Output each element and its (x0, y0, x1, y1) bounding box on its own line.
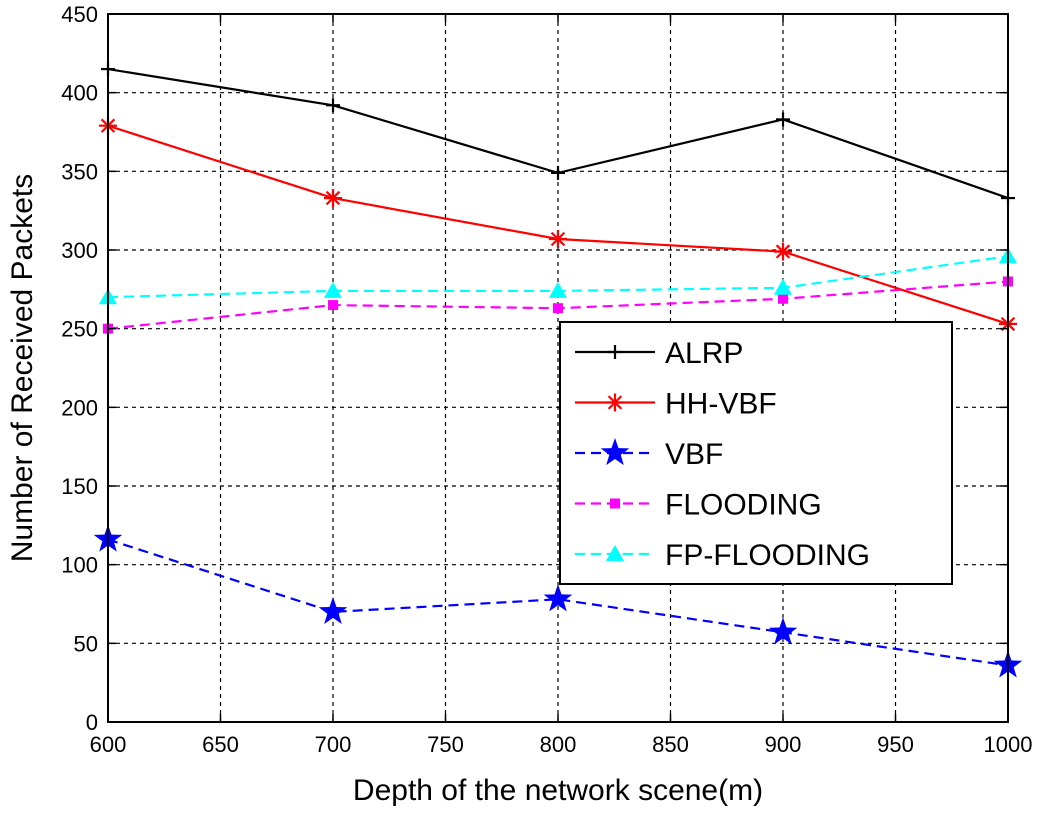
x-tick-label: 850 (652, 732, 689, 757)
marker-stroke (775, 244, 791, 259)
y-tick-label: 400 (61, 81, 98, 106)
legend-item: FP-FLOODING (575, 539, 870, 572)
legend-label: FLOODING (665, 489, 822, 522)
legend-marker (600, 438, 630, 466)
data-point (774, 242, 792, 261)
data-point (324, 281, 342, 298)
data-point (328, 300, 338, 311)
data-point (551, 165, 565, 180)
legend-item: VBF (575, 438, 723, 471)
marker-stroke (550, 231, 566, 247)
data-point (543, 584, 573, 612)
x-tick-label: 800 (540, 732, 577, 757)
data-point (778, 293, 788, 304)
data-point (553, 303, 563, 314)
x-tick-label: 750 (427, 732, 464, 757)
x-tick-label: 650 (202, 732, 239, 757)
y-tick-label: 100 (61, 553, 98, 578)
data-point (768, 617, 798, 645)
legend-marker (606, 545, 624, 561)
x-tick-label: 950 (877, 732, 914, 757)
y-axis-label: Number of Received Packets (6, 174, 39, 563)
x-tick-label: 1000 (984, 732, 1033, 757)
y-tick-label: 250 (61, 317, 98, 342)
legend: ALRP HH-VBF VBF FLOODING FP-FLOODING (559, 321, 953, 585)
y-tick-label: 150 (61, 474, 98, 499)
data-point (774, 278, 792, 295)
data-point (549, 281, 567, 298)
legend-marker (610, 498, 620, 509)
legend-marker (608, 345, 622, 359)
x-axis-label: Depth of the network scene(m) (353, 774, 763, 807)
series-group (93, 62, 1023, 678)
axis-ticks: 600 650 700 750 800 850 900 950 1000 0 50 100 150 200… (61, 2, 1032, 757)
legend-item: HH-VBF (575, 388, 777, 421)
data-point (549, 230, 567, 248)
x-tick-label: 700 (315, 732, 352, 757)
x-tick-label: 900 (765, 732, 802, 757)
legend-label: FP-FLOODING (665, 539, 870, 572)
x-tick-label: 600 (90, 732, 127, 757)
y-tick-label: 50 (74, 631, 98, 656)
legend-label: ALRP (665, 337, 743, 370)
marker-stroke (607, 395, 623, 410)
data-point (324, 189, 342, 208)
legend-marker (606, 393, 624, 412)
marker-stroke (325, 190, 341, 206)
data-point (776, 112, 790, 127)
legend-label: HH-VBF (665, 388, 777, 421)
data-point (326, 98, 340, 113)
series-alrp (101, 62, 1015, 206)
legend-item: FLOODING (575, 489, 822, 522)
legend-label: VBF (665, 438, 723, 471)
y-tick-label: 300 (61, 238, 98, 263)
data-point (318, 596, 348, 624)
y-tick-label: 350 (61, 159, 98, 184)
legend-item: ALRP (575, 337, 743, 370)
y-tick-label: 200 (61, 395, 98, 420)
y-tick-label: 0 (86, 710, 98, 735)
y-tick-label: 450 (61, 2, 98, 27)
